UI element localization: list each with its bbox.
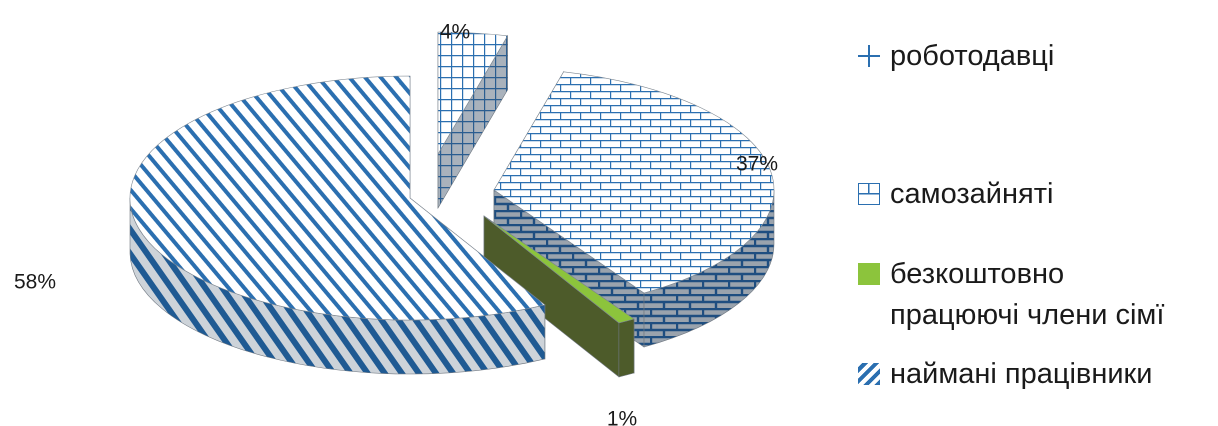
slice-hired-workers-top — [129, 75, 546, 321]
data-label-self-employed: 37% — [736, 153, 778, 176]
legend-label: наймані працівники — [890, 354, 1152, 395]
legend-item-hired-workers: наймані працівники — [858, 354, 1152, 395]
legend-item-employers: роботодавці — [858, 36, 1054, 77]
slice-family-workers-rim — [618, 318, 635, 378]
legend-label-line: роботодавці — [890, 40, 1055, 72]
legend-label-line: самозайняті — [890, 178, 1054, 210]
slice-self-employed — [493, 70, 775, 348]
slice-employers-top — [437, 31, 509, 156]
data-label-hired-workers: 58% — [14, 271, 56, 294]
slice-employers — [437, 31, 509, 210]
plus-grid-icon — [858, 45, 880, 67]
slice-family-workers — [483, 215, 635, 378]
slice-family-workers-top — [483, 215, 635, 324]
legend-item-family-workers: безкоштовно працюючі члени сімї — [858, 254, 1164, 336]
data-label-family-workers: 1% — [607, 408, 637, 426]
legend-label: безкоштовно працюючі члени сімї — [890, 254, 1164, 336]
legend-item-self-employed: самозайняті — [858, 174, 1053, 215]
slice-self-employed-top — [493, 71, 775, 294]
data-label-employers: 4% — [440, 21, 470, 44]
legend-label: роботодавці — [890, 36, 1054, 77]
legend-label: самозайняті — [890, 174, 1053, 215]
diagonal-stripe-icon — [858, 363, 880, 385]
solid-square-icon — [858, 263, 880, 285]
legend-label-line: працюючі члени сімї — [890, 299, 1165, 331]
legend-label-line: наймані працівники — [890, 358, 1153, 390]
slice-hired-workers — [129, 75, 546, 375]
legend-label-line: безкоштовно — [890, 258, 1065, 290]
brick-icon — [858, 183, 880, 205]
